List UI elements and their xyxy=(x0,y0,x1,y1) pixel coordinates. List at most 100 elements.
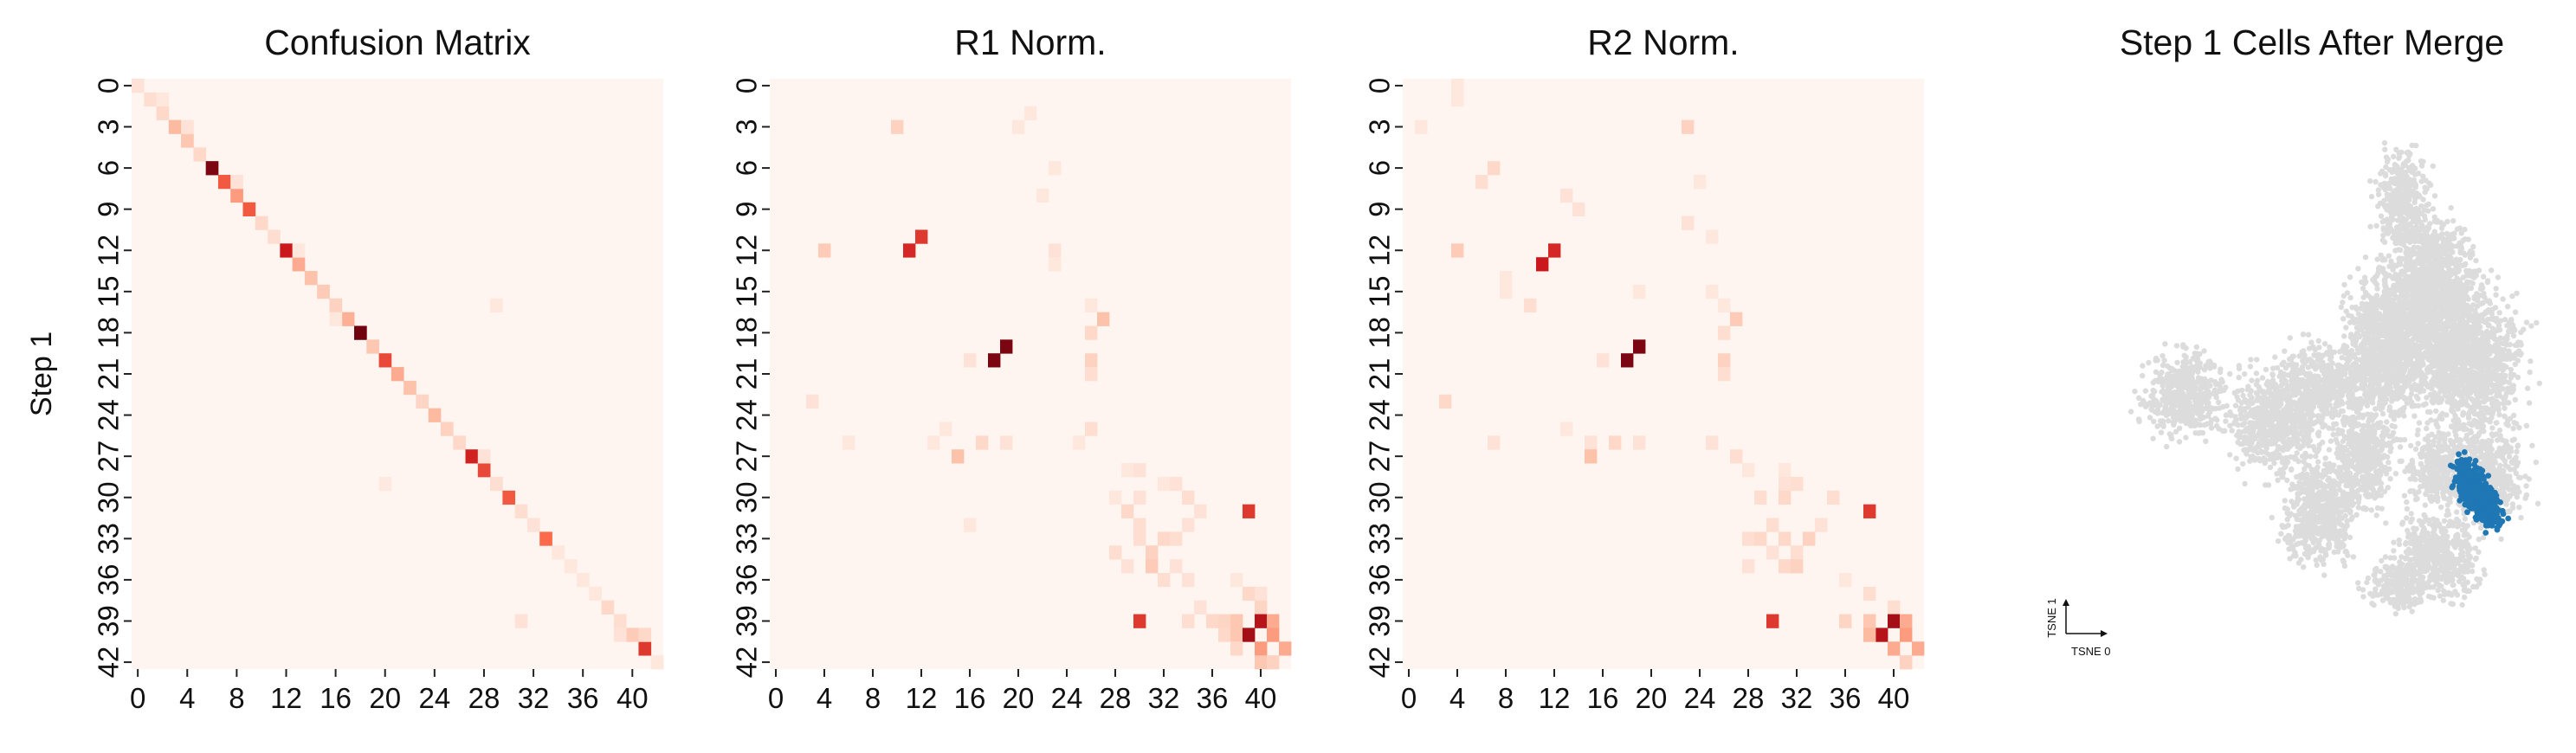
background-cell-point xyxy=(2512,309,2519,315)
heatmap-cell xyxy=(1900,655,1913,670)
heatmap-cell xyxy=(1451,243,1464,258)
heatmap-cell xyxy=(1255,614,1268,628)
background-cell-point xyxy=(2416,420,2423,426)
background-cell-point xyxy=(2333,381,2340,388)
background-cell-point xyxy=(2470,302,2476,308)
background-cell-point xyxy=(2391,357,2398,363)
x-tick-label: 40 xyxy=(1878,682,1910,714)
background-cell-point xyxy=(2392,179,2398,185)
heatmap-cell xyxy=(903,243,916,258)
heatmap-cell xyxy=(230,188,243,203)
background-cell-point xyxy=(2332,389,2338,396)
background-cell-point xyxy=(2470,379,2477,385)
heatmap-cell xyxy=(806,394,819,409)
background-cell-point xyxy=(2503,364,2509,370)
heatmap-cell xyxy=(1888,641,1901,656)
background-cell-point xyxy=(2315,338,2321,344)
heatmap-cell xyxy=(1158,476,1171,492)
background-cell-point xyxy=(2391,153,2397,160)
heatmap-cell xyxy=(1718,325,1731,340)
background-cell-point xyxy=(2450,346,2457,353)
background-cell-point xyxy=(2254,357,2260,363)
background-cell-point xyxy=(2403,169,2409,176)
heatmap-cell xyxy=(1170,559,1183,574)
heatmap-cell xyxy=(1536,257,1549,272)
background-cell-point xyxy=(2462,226,2468,233)
background-cell-point xyxy=(2392,378,2398,384)
heatmap-cell xyxy=(329,312,343,326)
background-cell-point xyxy=(2502,353,2508,359)
background-cell-point xyxy=(2431,376,2437,382)
background-cell-point xyxy=(2398,349,2405,356)
heatmap-cell xyxy=(292,257,306,272)
background-cell-point xyxy=(2453,288,2459,294)
heatmap-cell xyxy=(1133,518,1146,532)
background-cell-point xyxy=(2378,392,2384,399)
heatmap-cell xyxy=(1694,175,1707,190)
heatmap-cell xyxy=(1706,435,1719,450)
background-cell-point xyxy=(2466,343,2472,349)
heatmap-cell xyxy=(1243,586,1256,602)
y-tick-label: 0 xyxy=(731,78,763,93)
background-cell-point xyxy=(2489,267,2495,274)
background-cell-point xyxy=(2509,437,2515,443)
background-cell-point xyxy=(2379,355,2386,361)
x-tick-label: 24 xyxy=(1051,682,1083,714)
y-tick-label: 12 xyxy=(731,235,763,267)
heatmap-cell xyxy=(1000,435,1013,450)
background-cell-point xyxy=(2428,382,2434,389)
background-cell-point xyxy=(2463,308,2469,314)
background-cell-point xyxy=(2386,335,2392,341)
background-cell-point xyxy=(2405,252,2411,259)
background-cell-point xyxy=(2405,318,2411,324)
background-cell-point xyxy=(2463,335,2469,342)
heatmap-cell xyxy=(650,655,664,670)
background-cell-point xyxy=(2398,322,2405,328)
heatmap-cell xyxy=(1121,559,1134,574)
y-tick-label: 30 xyxy=(1364,481,1396,513)
heatmap-cell xyxy=(1230,614,1243,628)
background-cell-point xyxy=(2364,402,2371,409)
background-cell-point xyxy=(2425,201,2431,208)
background-cell-point xyxy=(2327,386,2333,392)
heatmap-cell xyxy=(1000,339,1013,354)
background-cell-point xyxy=(2361,342,2368,348)
background-cell-point xyxy=(2493,286,2499,292)
heatmap-cell xyxy=(1451,92,1464,107)
background-cell-point xyxy=(2373,354,2379,361)
background-cell-point xyxy=(2418,163,2425,169)
background-cell-point xyxy=(2490,332,2497,339)
heatmap-cell xyxy=(1888,614,1901,628)
background-cell-point xyxy=(2391,363,2397,369)
heatmap-cell xyxy=(1439,394,1452,409)
background-cell-point xyxy=(2318,352,2324,359)
background-cell-point xyxy=(2403,195,2410,201)
background-cell-point xyxy=(2435,359,2441,365)
background-cells xyxy=(2127,139,2542,617)
background-cell-point xyxy=(2423,177,2429,183)
background-cell-point xyxy=(2420,241,2426,248)
background-cell-point xyxy=(2473,257,2479,264)
heatmap-cell xyxy=(843,435,855,450)
background-cell-point xyxy=(2509,293,2515,299)
background-cell-point xyxy=(2381,239,2388,245)
heatmap-cell xyxy=(280,243,294,258)
background-cell-point xyxy=(2492,376,2498,382)
heatmap-cell xyxy=(181,133,194,148)
heatmap-cell xyxy=(1730,312,1743,326)
background-cell-point xyxy=(2423,266,2429,273)
background-cell-point xyxy=(2448,242,2455,248)
heatmap-cell xyxy=(391,367,404,382)
heatmap-cell xyxy=(1488,435,1501,450)
background-cell-point xyxy=(2287,335,2293,341)
heatmap-cell xyxy=(1182,518,1195,532)
background-cell-point xyxy=(2435,399,2442,406)
background-cell-point xyxy=(2365,301,2372,307)
background-cell-point xyxy=(2489,425,2495,431)
r1-norm-heatmap: R1 Norm.0 4 8 12 16 20 24 28 32 36 400369121518212… xyxy=(731,23,1292,714)
background-cell-point xyxy=(2410,238,2416,244)
background-cell-point xyxy=(2390,318,2397,324)
heatmap-cell xyxy=(1766,518,1779,532)
heatmap-cell xyxy=(638,641,652,656)
heatmap-cell xyxy=(1182,572,1195,588)
